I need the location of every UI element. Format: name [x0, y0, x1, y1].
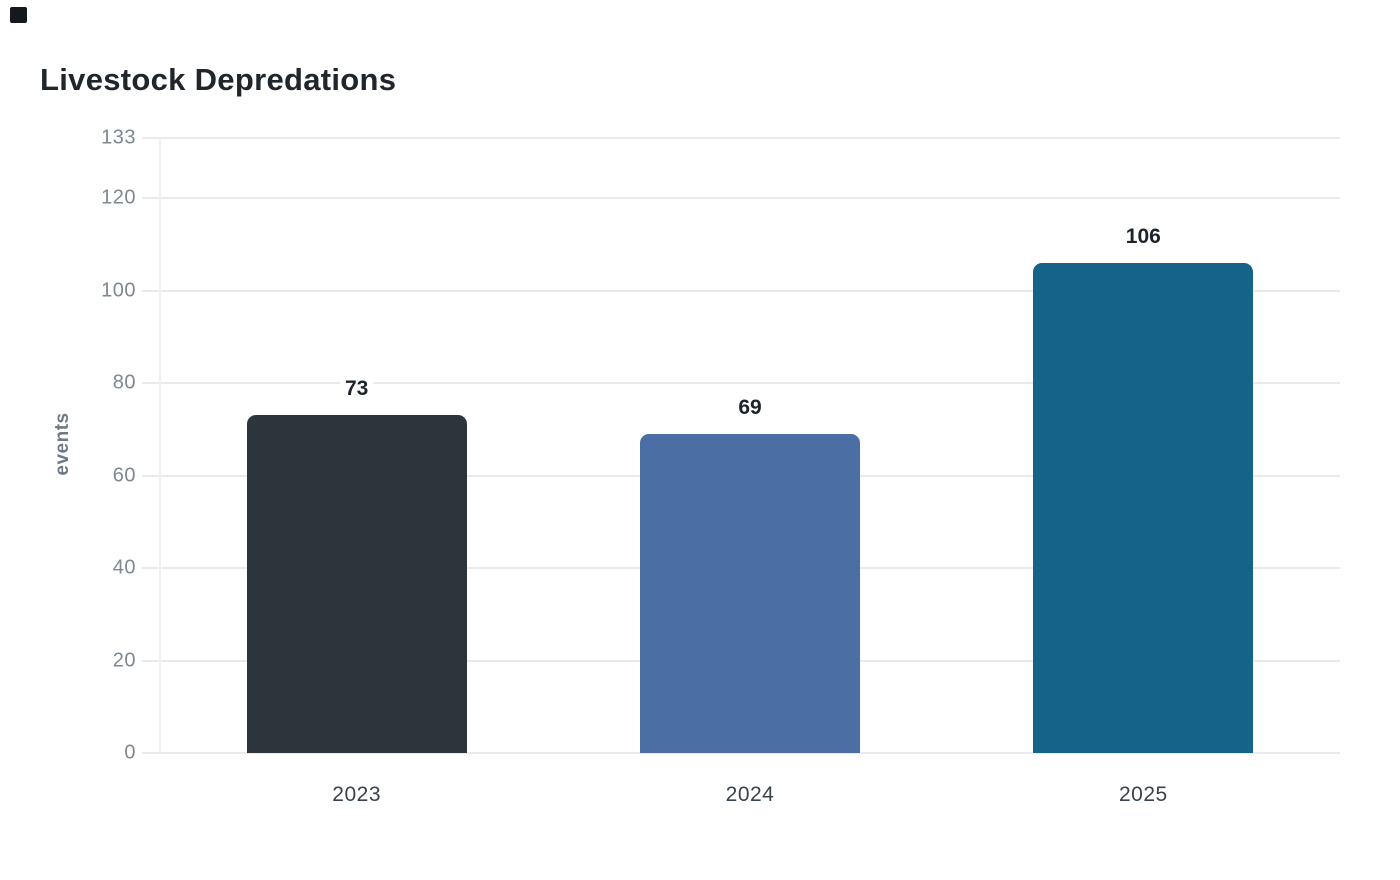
y-tick-label: 20: [112, 649, 136, 672]
gridline: [142, 752, 1340, 754]
corner-mark: [10, 7, 27, 23]
y-tick-label: 0: [124, 741, 136, 764]
y-tick-label: 60: [112, 464, 136, 487]
bar-value-label: 73: [339, 378, 374, 399]
chart-title: Livestock Depredations: [40, 62, 397, 97]
x-tick-label: 2025: [1118, 783, 1168, 806]
y-tick-label: 133: [101, 126, 136, 149]
gridline: [142, 290, 1340, 292]
gridline: [142, 382, 1340, 384]
y-tick-label: 120: [101, 186, 136, 209]
y-tick-label: 100: [101, 279, 136, 302]
y-tick-label: 40: [112, 556, 136, 579]
x-tick-label: 2024: [725, 783, 775, 806]
bar-value-label: 106: [1120, 226, 1166, 247]
gridline: [142, 197, 1340, 199]
bar-2023[interactable]: [247, 415, 467, 753]
bar-value-label: 69: [733, 397, 767, 418]
gridline: [142, 137, 1340, 139]
bar-2025[interactable]: [1033, 263, 1253, 753]
bar-2024[interactable]: [640, 434, 860, 753]
x-tick-label: 2023: [332, 783, 382, 806]
y-axis-line: [159, 138, 161, 753]
y-tick-label: 80: [112, 371, 136, 394]
